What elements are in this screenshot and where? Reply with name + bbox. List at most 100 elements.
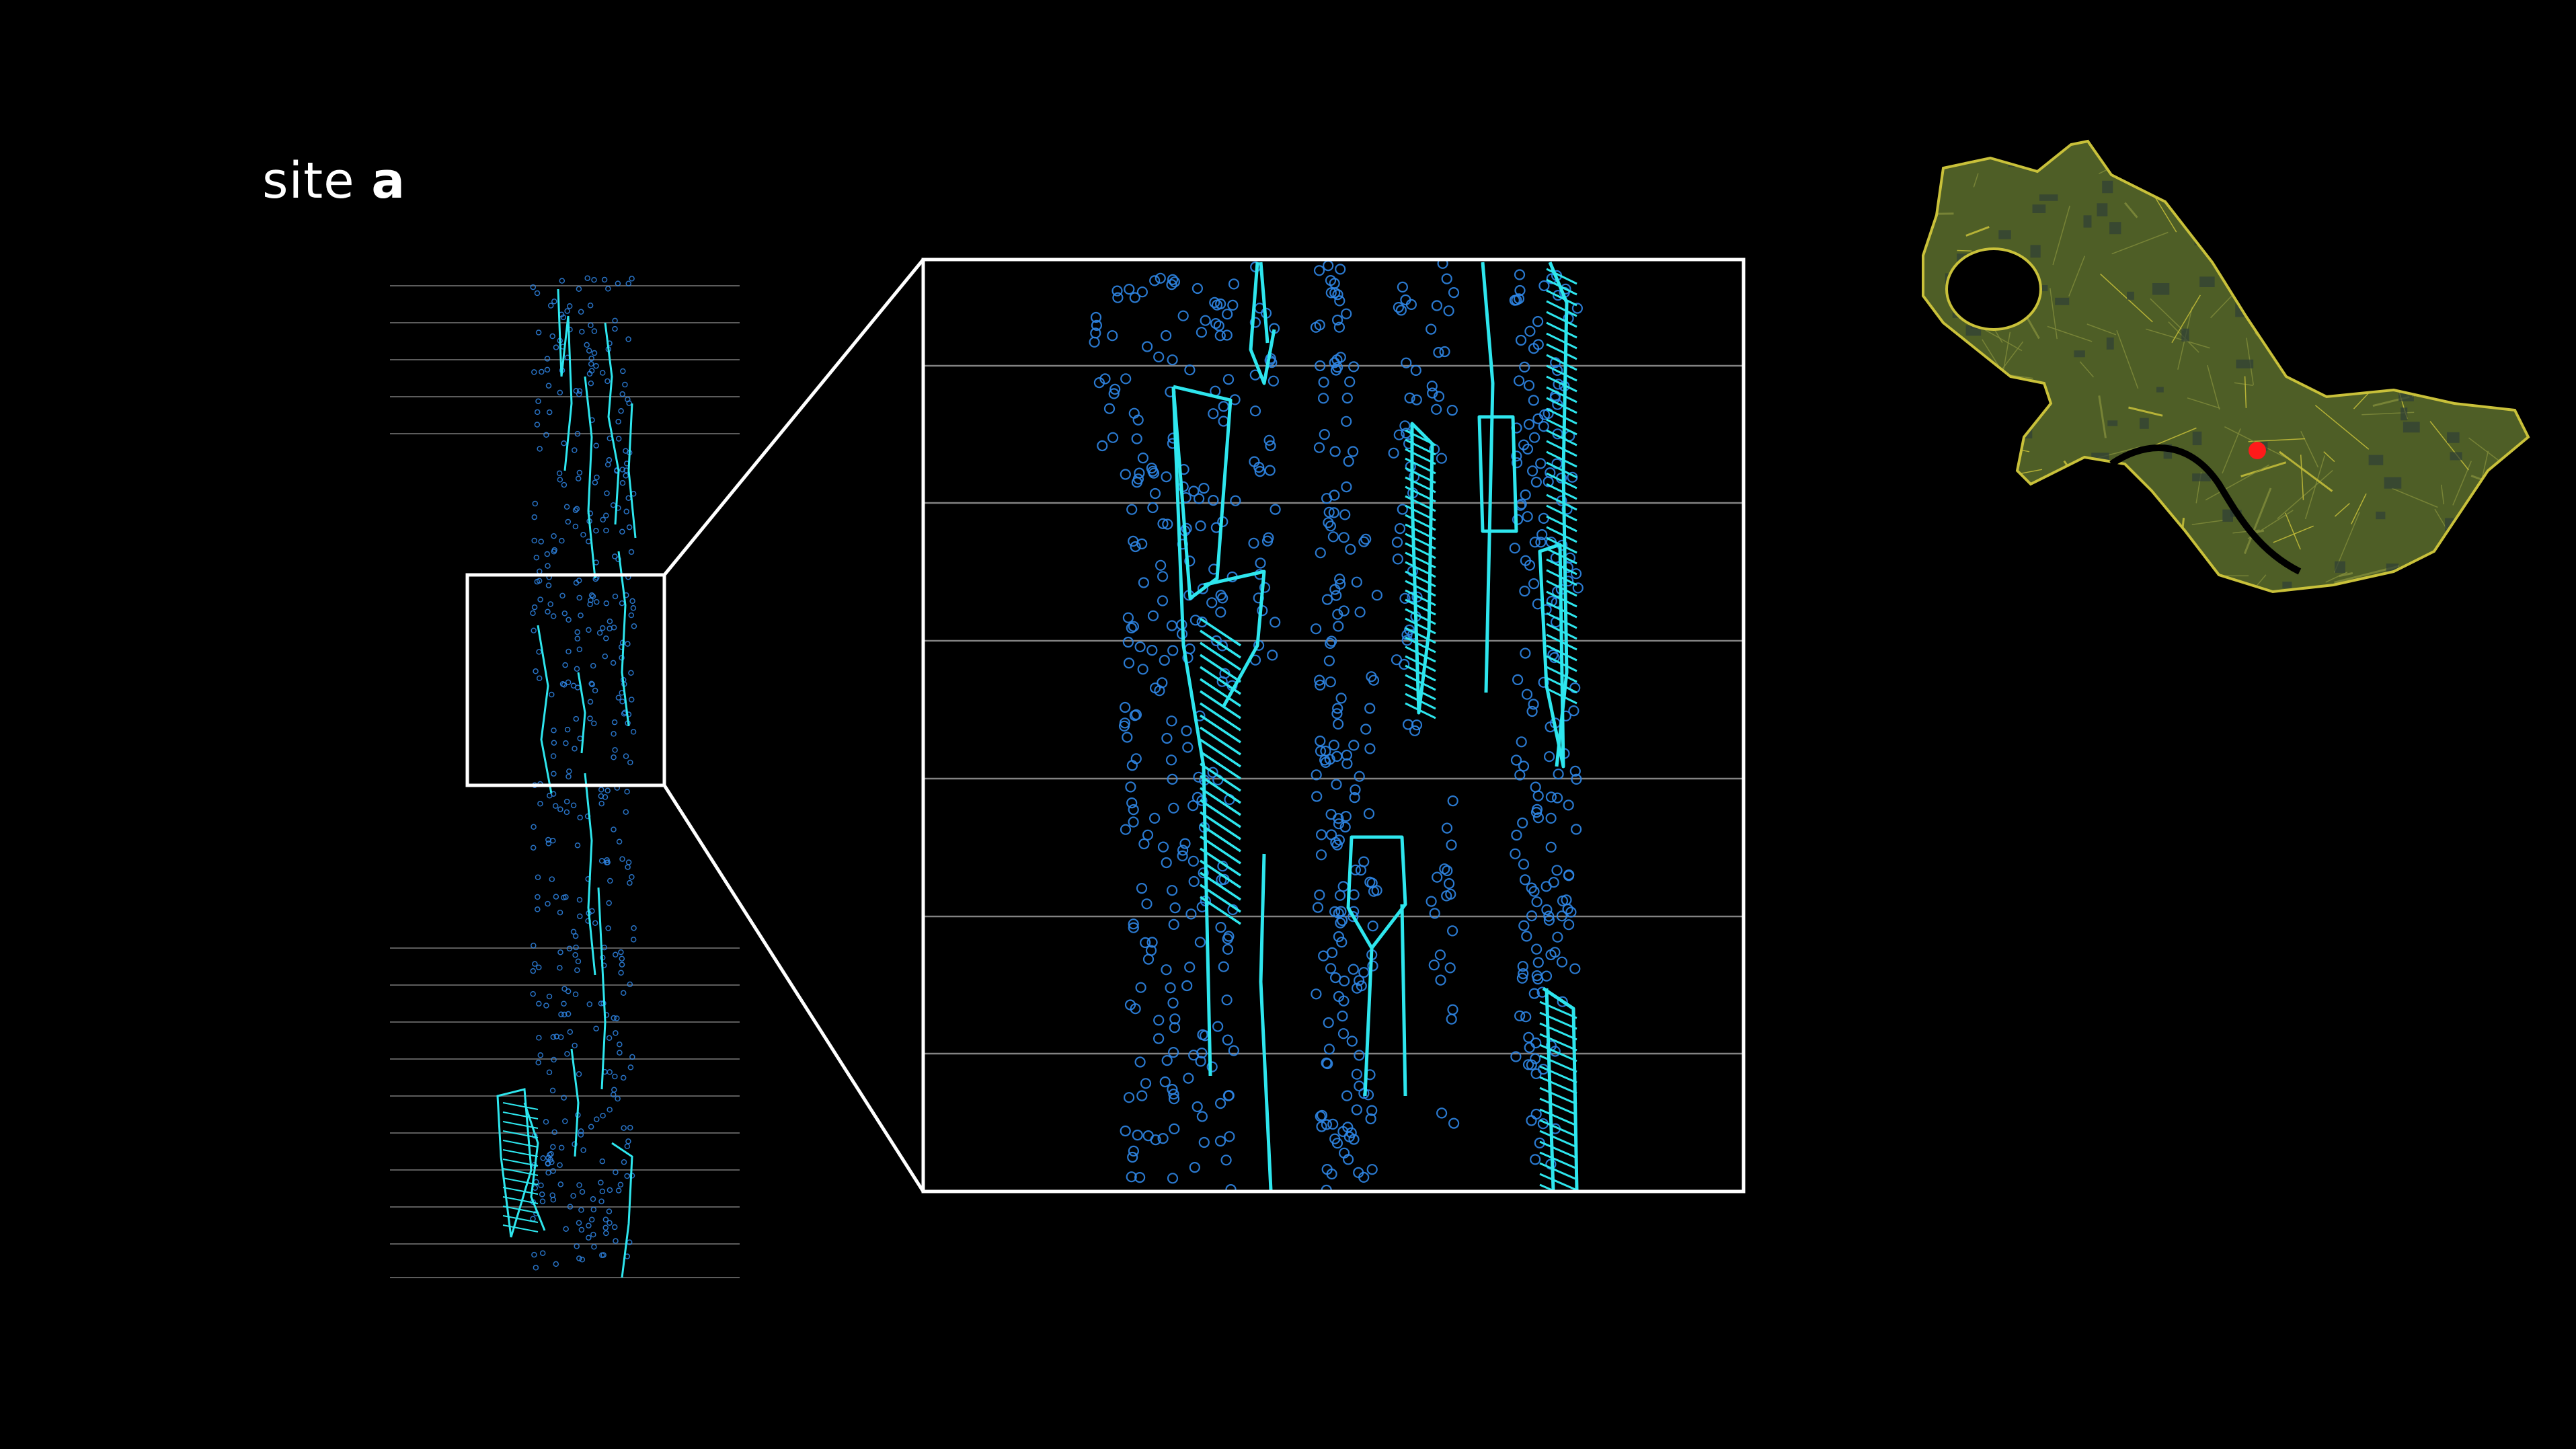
detail-detection-circle <box>1090 311 1102 323</box>
detail-trajectory-hatch <box>1405 533 1436 550</box>
detail-detection-circle <box>1196 327 1208 338</box>
detail-detection-circle <box>1348 910 1359 923</box>
detail-detection-circle <box>1267 650 1278 661</box>
map-land <box>1923 141 2528 592</box>
detail-detection-circle <box>1162 518 1173 530</box>
detail-trajectory-hatch <box>1539 1173 1577 1191</box>
detail-detection-circle <box>1198 867 1209 879</box>
overview-detection-circle <box>619 600 625 606</box>
map-block <box>2128 503 2146 514</box>
detail-detection-circle <box>1318 950 1329 962</box>
map-river <box>2109 444 2302 575</box>
map-road <box>2100 273 2153 323</box>
detail-detection-circle <box>1335 906 1347 917</box>
detail-detection-circle <box>1404 392 1415 404</box>
detail-detection-circle <box>1168 802 1179 814</box>
map-road <box>2047 325 2093 342</box>
map-road <box>2245 198 2268 202</box>
map-block <box>2425 555 2439 566</box>
overview-detection-circle <box>574 629 580 635</box>
overview-trajectory-hatch <box>502 1159 539 1167</box>
detail-detection-circle <box>1208 408 1219 420</box>
detail-detection-circle <box>1409 725 1421 736</box>
overview-detection-circle <box>603 1230 609 1237</box>
detail-trajectory-hatch <box>1200 847 1241 877</box>
overview-detection-circle <box>557 909 563 916</box>
overview-detection-circle <box>577 814 583 821</box>
detail-trajectory <box>1481 262 1495 693</box>
overview-detection-circle <box>565 617 572 623</box>
detail-detection-circle <box>1328 507 1339 518</box>
map-block <box>2234 174 2247 182</box>
map-road <box>2244 376 2247 408</box>
map-road <box>2339 572 2353 578</box>
detail-detection-circle <box>1107 330 1118 342</box>
detail-detection-circle <box>1447 795 1458 807</box>
detail-detection-circle <box>1166 715 1177 727</box>
detail-detection-circle <box>1189 615 1202 626</box>
detail-trajectory-hatch <box>1405 551 1436 569</box>
detail-detection-circle <box>1530 1068 1542 1080</box>
overview-detection-circle <box>630 605 637 611</box>
detail-detection-circle <box>1366 1164 1378 1175</box>
overview-detection-circle <box>619 480 626 486</box>
detail-detection-circle <box>1248 537 1259 549</box>
overview-detection-circle <box>588 1124 594 1130</box>
detail-detection-circle <box>1545 791 1557 803</box>
overview-detection-circle <box>557 806 563 812</box>
map-block <box>2276 230 2293 242</box>
overview-detection-circle <box>549 1192 555 1198</box>
overview-detection-circle <box>603 600 610 606</box>
detail-detection-circle <box>1142 829 1154 840</box>
detail-detection-circle <box>1313 265 1325 276</box>
map-road <box>2083 590 2109 592</box>
detail-detection-circle <box>1403 719 1414 730</box>
detail-detection-circle <box>1411 591 1423 602</box>
map-road <box>2187 397 2220 409</box>
map-road <box>2417 268 2445 328</box>
overview-detection-circle <box>618 970 624 976</box>
detail-detection-circle <box>1103 403 1116 414</box>
map-block <box>1956 573 1972 587</box>
detail-detection-circle <box>1107 432 1119 443</box>
map-road <box>2103 142 2115 159</box>
overview-detection-circle <box>606 900 612 906</box>
overview-detection-circle <box>615 436 622 442</box>
overview-detection-circle <box>606 1035 613 1041</box>
detail-detection-circle <box>1330 364 1342 376</box>
detail-trajectory-hatch <box>1405 467 1436 484</box>
overview-detection-circle <box>604 461 611 468</box>
map-road <box>2342 237 2403 280</box>
detail-trajectory-hatch <box>1546 547 1577 565</box>
map-road <box>2423 342 2439 393</box>
map-road <box>2210 295 2233 319</box>
map-road <box>2086 323 2117 336</box>
detail-trajectory-hatch <box>1546 537 1577 554</box>
detail-trajectory-hatch <box>1539 1054 1577 1073</box>
overview-detection-circle <box>622 381 628 388</box>
detail-trajectory <box>1171 385 1233 600</box>
detail-detection-circle <box>1165 754 1177 766</box>
detail-detection-circle <box>1333 813 1344 824</box>
map-road <box>2452 461 2472 506</box>
overview-detection-circle <box>530 968 537 974</box>
overview-detection-circle <box>591 1244 597 1250</box>
detail-detection-circle <box>1196 1111 1208 1122</box>
detail-detection-circle <box>1363 808 1375 820</box>
overview-detection-circle <box>610 660 617 666</box>
detail-detection-circle <box>1447 925 1458 937</box>
detail-detection-circle <box>1431 300 1442 311</box>
detail-detection-circle <box>1563 799 1574 811</box>
map-road <box>2429 421 2469 471</box>
detail-trajectory-hatch <box>1546 311 1577 328</box>
overview-detection-circle <box>618 407 624 414</box>
detail-detection-circle <box>1159 1076 1171 1088</box>
detail-detection-circle <box>1159 654 1170 666</box>
detail-detection-circle <box>1517 817 1528 829</box>
map-road <box>2302 141 2310 171</box>
detail-detection-circle <box>1343 455 1354 467</box>
detail-detection-circle <box>1148 812 1161 824</box>
overview-detection-circle <box>578 613 584 619</box>
detail-detection-circle <box>1334 295 1345 307</box>
detail-trajectory-hatch <box>1546 300 1577 317</box>
